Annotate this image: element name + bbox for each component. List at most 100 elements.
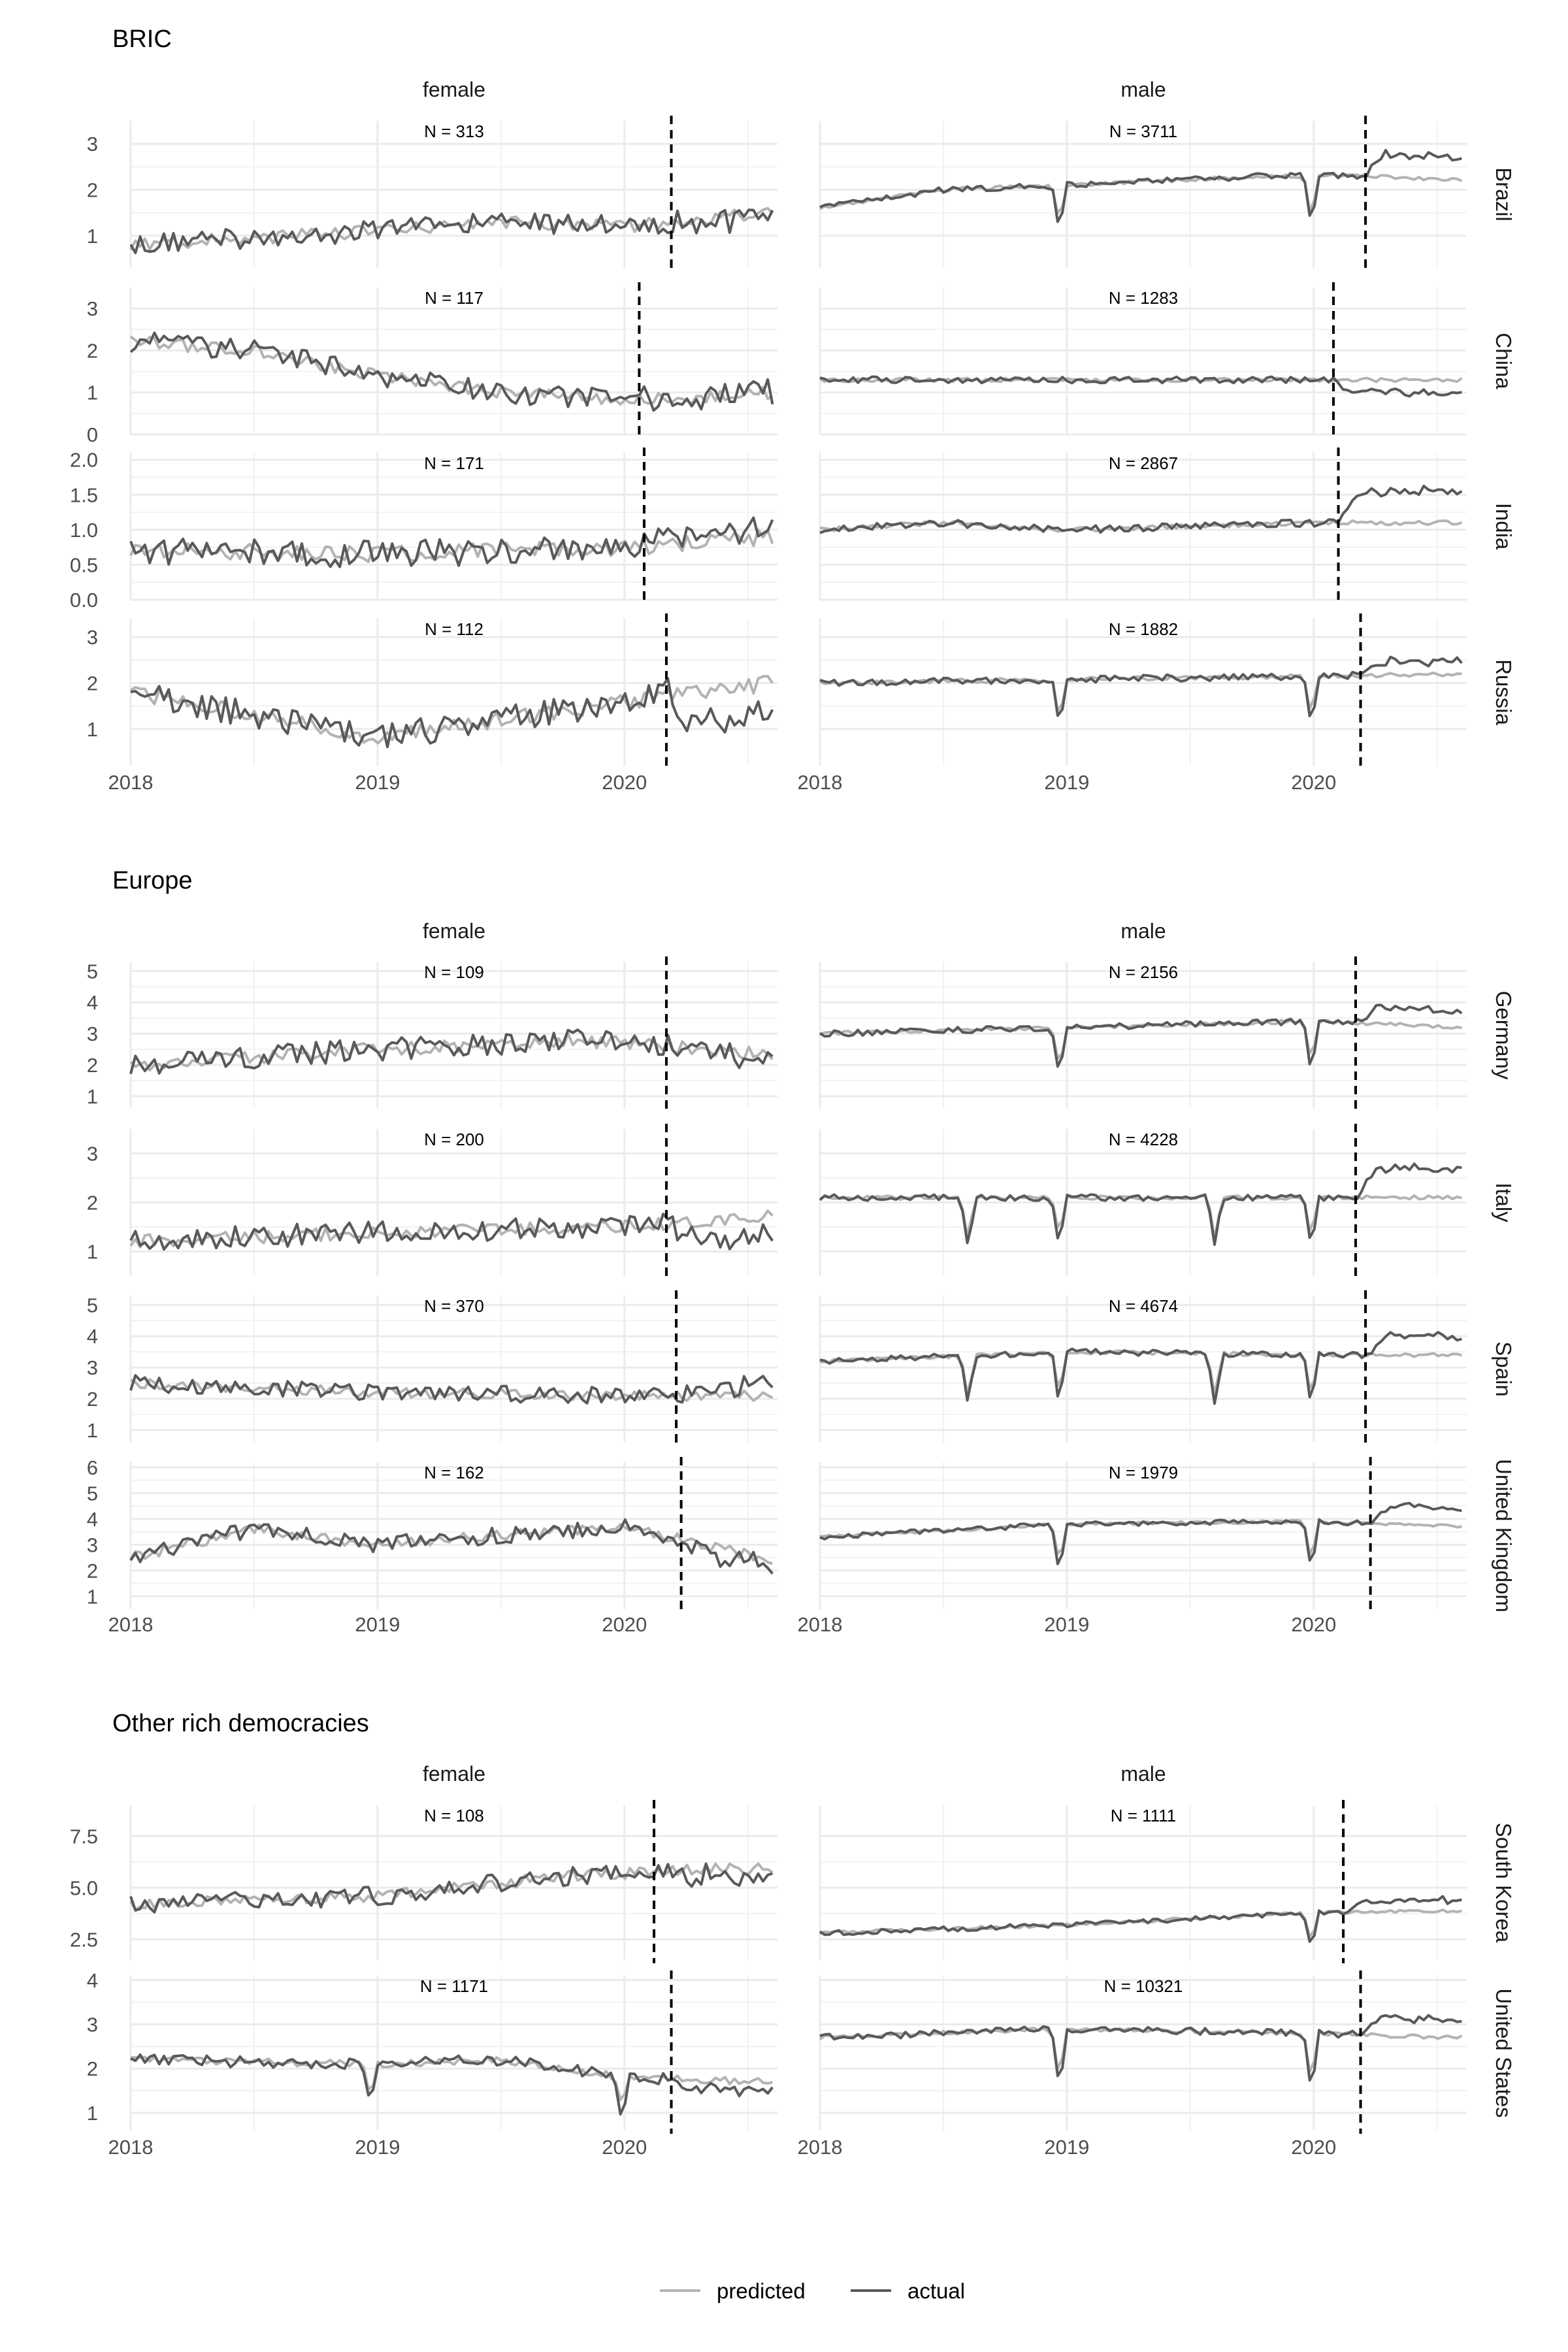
sample-size-label: N = 3711	[1109, 122, 1177, 141]
y-tick-label: 5	[87, 960, 98, 983]
y-tick-label: 4	[87, 1508, 98, 1531]
strip-label-country: Brazil	[1492, 167, 1516, 221]
y-tick-label: 2	[87, 2057, 98, 2080]
sample-size-label: N = 4674	[1109, 1296, 1178, 1316]
y-tick-label: 3	[87, 2013, 98, 2036]
series-actual-line	[819, 2014, 1462, 2082]
facet-title-female: female	[423, 919, 485, 943]
x-tick-label: 2020	[602, 1613, 647, 1636]
y-tick-label: 7.5	[70, 1825, 98, 1848]
x-tick-label: 2020	[1291, 771, 1336, 794]
panel-italy-male: N = 4228	[819, 1124, 1467, 1279]
sample-size-label: N = 2156	[1109, 962, 1178, 982]
y-tick-label: 1.5	[70, 483, 98, 506]
y-tick-label: 3	[87, 1022, 98, 1045]
y-tick-label: 1	[87, 382, 98, 404]
series-predicted-line	[819, 1349, 1462, 1396]
series-actual-line	[129, 1374, 774, 1405]
strip-label-country: South Korea	[1492, 1823, 1516, 1943]
series-actual-line	[129, 1862, 774, 1914]
y-tick-label: 1	[87, 225, 98, 248]
x-tick-label: 2018	[108, 2136, 154, 2159]
sample-size-label: N = 171	[424, 453, 484, 473]
sample-size-label: N = 109	[424, 962, 484, 982]
y-tick-label: 0.5	[70, 553, 98, 576]
y-tick-label: 2	[87, 1054, 98, 1077]
x-tick-label: 2018	[108, 1613, 154, 1636]
y-tick-label: 2.5	[70, 1928, 98, 1951]
y-tick-label: 1	[87, 1085, 98, 1108]
x-tick-label: 2020	[602, 771, 647, 794]
legend-predicted-label: predicted	[717, 2279, 806, 2303]
y-tick-label: 1.0	[70, 519, 98, 542]
panel-russia-female: 1 2 3 N = 112	[87, 613, 777, 769]
group-title: Other rich democracies	[112, 1710, 369, 1737]
series-actual-line	[130, 677, 774, 749]
sample-size-label: N = 1171	[420, 1976, 488, 1996]
strip-label-country: Germany	[1492, 991, 1516, 1080]
panel-brazil-female: 1 2 3 N = 313	[87, 116, 777, 271]
x-tick-label: 2019	[1044, 1613, 1089, 1636]
panel-germany-male: N = 2156	[819, 956, 1467, 1112]
panel-brazil-male: N = 3711	[819, 116, 1467, 271]
y-tick-label: 3	[87, 1356, 98, 1379]
group-0: BRIC female 2018 2019 2020 male 2018 2019 2020 1 2…	[70, 25, 1516, 794]
y-tick-label: 2	[87, 672, 98, 694]
sample-size-label: N = 1882	[1109, 619, 1178, 639]
y-tick-label: 4	[87, 991, 98, 1014]
series-actual-line	[819, 375, 1462, 398]
panel-south-korea-male: N = 1111	[819, 1800, 1467, 1963]
x-tick-label: 2018	[798, 2136, 843, 2159]
strip-label-country: Russia	[1492, 659, 1516, 726]
facet-title-female: female	[423, 1762, 485, 1786]
series-actual-line	[129, 331, 774, 412]
y-tick-label: 5	[87, 1294, 98, 1316]
facet-title-male: male	[1120, 919, 1166, 943]
panel-italy-female: 1 2 3 N = 200	[87, 1124, 777, 1279]
sample-size-label: N = 117	[425, 288, 483, 308]
y-tick-label: 2	[87, 1192, 98, 1215]
group-1: Europe female 2018 2019 2020 male 2018 2019 2020…	[87, 867, 1516, 1636]
panel-china-male: N = 1283	[819, 282, 1467, 438]
x-tick-label: 2020	[1291, 1613, 1336, 1636]
y-tick-label: 2	[87, 1388, 98, 1411]
sample-size-label: N = 1979	[1109, 1463, 1178, 1482]
series-actual-line	[129, 1518, 774, 1575]
panel-united-states-female: 1 2 3 4 N = 1171	[87, 1969, 777, 2134]
y-tick-label: 3	[87, 297, 98, 320]
series-actual-line	[819, 655, 1463, 717]
x-tick-label: 2020	[1291, 2136, 1336, 2159]
y-tick-label: 1	[87, 1419, 98, 1442]
panel-spain-female: 1 2 3 4 5 N = 370	[87, 1290, 777, 1446]
series-actual-line	[129, 208, 774, 254]
sample-size-label: N = 1111	[1111, 1806, 1176, 1825]
legend-actual-label: actual	[907, 2279, 965, 2303]
panel-germany-female: 1 2 3 4 5 N = 109	[87, 956, 777, 1112]
sample-size-label: N = 108	[424, 1806, 484, 1825]
y-tick-label: 2	[87, 178, 98, 201]
series-predicted-line	[129, 528, 774, 563]
y-tick-label: 3	[87, 1143, 98, 1166]
sample-size-label: N = 2867	[1109, 453, 1178, 473]
x-tick-label: 2019	[1044, 771, 1089, 794]
x-tick-label: 2018	[108, 771, 154, 794]
panel-united-states-male: N = 10321	[819, 1970, 1467, 2134]
series-actual-line	[819, 1501, 1462, 1565]
panel-russia-male: N = 1882	[819, 613, 1467, 769]
series-actual-line	[130, 2053, 774, 2116]
y-tick-label: 1	[87, 718, 98, 741]
y-tick-label: 4	[87, 1325, 98, 1348]
panel-china-female: 0 1 2 3 N = 117	[87, 282, 777, 446]
strip-label-country: Spain	[1492, 1341, 1516, 1396]
strip-label-country: India	[1492, 503, 1516, 550]
panel-united-kingdom-male: N = 1979	[819, 1457, 1467, 1612]
series-actual-line	[819, 1004, 1463, 1068]
x-tick-label: 2018	[798, 1613, 843, 1636]
series-actual-line	[129, 516, 774, 568]
panel-south-korea-female: 2.5 5.0 7.5 N = 108	[70, 1800, 777, 1963]
x-tick-label: 2019	[355, 2136, 400, 2159]
x-tick-label: 2019	[1044, 2136, 1089, 2159]
strip-label-country: United Kingdom	[1492, 1459, 1516, 1612]
y-tick-label: 3	[87, 626, 98, 649]
